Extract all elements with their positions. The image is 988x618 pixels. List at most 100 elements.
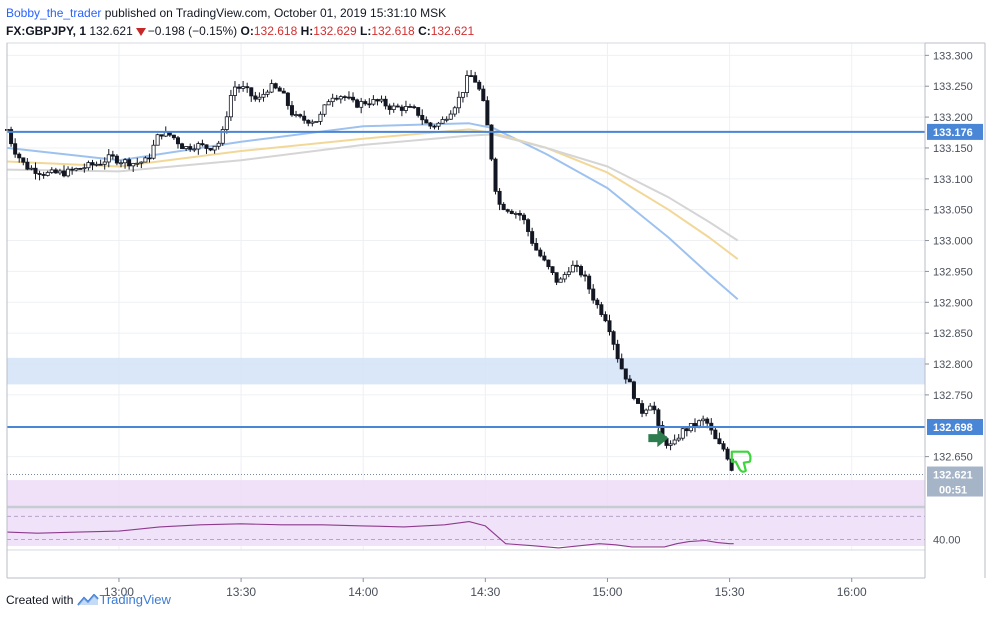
candle-body [692,423,697,427]
candle-body [351,96,356,101]
candle-body [522,214,527,221]
candle-body [485,100,490,126]
y-tick-label: 133.250 [933,81,973,93]
ma-line [6,133,739,242]
candle-body [9,129,14,145]
candle-body [579,266,584,276]
candle-body [387,105,392,110]
x-tick-label: 16:00 [837,585,867,599]
annotations [648,429,752,473]
candle-body [131,163,136,167]
candle-body [566,271,571,275]
candle-body [550,266,555,273]
candle-body [611,331,616,345]
price-pane-border [6,42,926,507]
candle-body [448,113,453,120]
candle-body [497,190,502,205]
publisher-line: Bobby_the_trader published on TradingVie… [6,4,966,22]
candle-body [98,163,103,166]
candle-body [13,143,18,155]
candle-body [184,146,189,149]
candle-body [322,104,327,115]
candle-body [493,158,498,192]
candle-body [355,99,360,108]
candle-body [526,219,531,232]
candle-body [440,119,445,124]
candle-body [330,97,335,103]
candle-body [460,92,465,98]
candle-body [232,86,237,96]
x-tick-label: 15:00 [592,585,622,599]
y-tick-label: 132.900 [933,297,973,309]
candle-body [281,90,286,94]
candle-body [237,86,242,89]
candle-body [310,121,315,124]
down-triangle-icon [135,27,146,36]
candle-body [599,304,604,315]
candle-body [583,274,588,277]
candle-body [546,259,551,268]
candle-body [469,75,474,78]
candle-body [253,95,258,100]
candle-body [302,115,307,121]
symbol-line: FX:GBPJPY, 1 132.621 −0.198 (−0.15%) O:13… [6,22,966,40]
candle-body [273,83,278,89]
candle-body [574,264,579,267]
candle-body [318,113,323,122]
candle-body [277,87,282,92]
candle-body [245,86,250,89]
level-label-bg [927,418,983,435]
candle-body [294,114,299,116]
rsi-band [7,512,925,546]
candle-body [481,88,486,102]
candle-body [534,242,539,251]
y-tick-label: 133.150 [933,143,973,155]
x-tick-label: 15:30 [715,585,745,599]
candle-body [517,213,522,216]
x-tick-label: 14:00 [348,585,378,599]
y-tick-label: 132.850 [933,328,973,340]
rsi-pane [6,512,925,549]
candle-body [269,83,274,93]
last-price: 132.621 [89,24,133,38]
candle-body [241,86,246,89]
candle-body [338,96,343,100]
tradingview-logo[interactable]: TradingView [77,592,171,607]
candle-body [595,299,600,306]
candle-body [314,121,319,123]
candle-body [110,154,115,157]
candle-body [713,429,718,440]
candle-body [175,137,180,145]
candle-body [61,170,66,177]
candle-body [570,264,575,273]
candle-body [49,169,54,173]
candle-body [644,409,649,414]
published-text: published on TradingView.com, October 01… [104,6,447,20]
candle-body [143,157,148,163]
candle-body [147,157,152,160]
candle-body [224,116,229,130]
candle-body [326,101,331,106]
candle-body [102,161,107,165]
time-axis[interactable]: 13:00 13:30 14:00 14:30 15:00 15:30 16:00 [104,578,867,599]
candle-body [591,288,596,301]
author-link[interactable]: Bobby_the_trader [6,6,102,20]
thumbs-down-icon [730,450,752,473]
current-price-label: 132.621 [933,470,973,482]
price-axis[interactable]: 133.300 133.250 133.200 133.150 133.100 133.0… [925,50,983,547]
candle-body [86,162,91,169]
candle-body [656,409,661,426]
candle-body [359,101,364,108]
candle-body [505,209,510,212]
candle-body [200,143,205,146]
candle-body [204,144,209,149]
candle-body [285,92,290,106]
candle-body [306,119,311,124]
y-tick-label: 133.050 [933,205,973,217]
candle-body [82,167,87,170]
candle-body [139,161,144,164]
candle-body [53,169,58,174]
horizontal-levels[interactable] [7,130,925,476]
symbol-name[interactable]: FX:GBPJPY, 1 [6,24,87,38]
